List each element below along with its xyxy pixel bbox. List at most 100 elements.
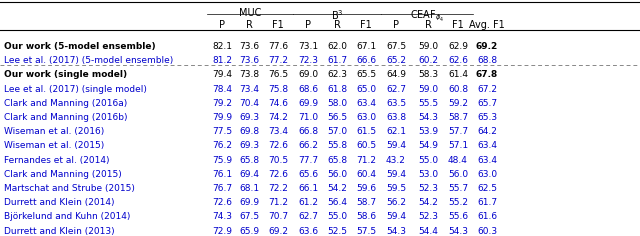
Text: 59.4: 59.4: [386, 141, 406, 150]
Text: 76.7: 76.7: [212, 184, 232, 193]
Text: 61.2: 61.2: [298, 198, 318, 207]
Text: 62.3: 62.3: [327, 70, 347, 79]
Text: Durrett and Klein (2014): Durrett and Klein (2014): [4, 198, 115, 207]
Text: 58.6: 58.6: [356, 212, 376, 221]
Text: 61.8: 61.8: [327, 84, 347, 94]
Text: 63.5: 63.5: [386, 99, 406, 108]
Text: 48.4: 48.4: [448, 156, 468, 164]
Text: 52.5: 52.5: [327, 227, 347, 236]
Text: 74.2: 74.2: [268, 113, 288, 122]
Text: Clark and Manning (2016b): Clark and Manning (2016b): [4, 113, 127, 122]
Text: 60.4: 60.4: [356, 170, 376, 179]
Text: 54.3: 54.3: [448, 227, 468, 236]
Text: 63.4: 63.4: [356, 99, 376, 108]
Text: 67.5: 67.5: [239, 212, 259, 221]
Text: 57.0: 57.0: [327, 127, 347, 136]
Text: 66.8: 66.8: [298, 127, 318, 136]
Text: 73.6: 73.6: [239, 56, 259, 65]
Text: R: R: [424, 20, 431, 30]
Text: 56.5: 56.5: [327, 113, 347, 122]
Text: 69.9: 69.9: [239, 198, 259, 207]
Text: 61.7: 61.7: [327, 56, 347, 65]
Text: 63.8: 63.8: [386, 113, 406, 122]
Text: F1: F1: [360, 20, 372, 30]
Text: 79.9: 79.9: [212, 113, 232, 122]
Text: P: P: [305, 20, 311, 30]
Text: 69.4: 69.4: [239, 170, 259, 179]
Text: 59.6: 59.6: [356, 184, 376, 193]
Text: F1: F1: [452, 20, 464, 30]
Text: 73.4: 73.4: [239, 84, 259, 94]
Text: CEAF$_{\phi_4}$: CEAF$_{\phi_4}$: [410, 8, 444, 23]
Text: 60.8: 60.8: [448, 84, 468, 94]
Text: Wiseman et al. (2016): Wiseman et al. (2016): [4, 127, 104, 136]
Text: 62.6: 62.6: [448, 56, 468, 65]
Text: MUC: MUC: [239, 8, 261, 18]
Text: 70.4: 70.4: [239, 99, 259, 108]
Text: 72.9: 72.9: [212, 227, 232, 236]
Text: 54.3: 54.3: [418, 113, 438, 122]
Text: R: R: [246, 20, 252, 30]
Text: 67.2: 67.2: [477, 84, 497, 94]
Text: 69.3: 69.3: [239, 113, 259, 122]
Text: 76.1: 76.1: [212, 170, 232, 179]
Text: 69.8: 69.8: [239, 127, 259, 136]
Text: 56.0: 56.0: [448, 170, 468, 179]
Text: 65.0: 65.0: [356, 84, 376, 94]
Text: 63.4: 63.4: [477, 156, 497, 164]
Text: 62.5: 62.5: [477, 184, 497, 193]
Text: 58.7: 58.7: [356, 198, 376, 207]
Text: 61.5: 61.5: [356, 127, 376, 136]
Text: 74.3: 74.3: [212, 212, 232, 221]
Text: 69.2: 69.2: [476, 42, 498, 51]
Text: 67.5: 67.5: [386, 42, 406, 51]
Text: Fernandes et al. (2014): Fernandes et al. (2014): [4, 156, 109, 164]
Text: 73.4: 73.4: [268, 127, 288, 136]
Text: 66.2: 66.2: [298, 141, 318, 150]
Text: 73.8: 73.8: [239, 70, 259, 79]
Text: Lee et al. (2017) (5-model ensemble): Lee et al. (2017) (5-model ensemble): [4, 56, 173, 65]
Text: 74.6: 74.6: [268, 99, 288, 108]
Text: 53.0: 53.0: [418, 170, 438, 179]
Text: 72.6: 72.6: [268, 141, 288, 150]
Text: 58.0: 58.0: [327, 99, 347, 108]
Text: 60.5: 60.5: [356, 141, 376, 150]
Text: 64.9: 64.9: [386, 70, 406, 79]
Text: 72.3: 72.3: [298, 56, 318, 65]
Text: 71.0: 71.0: [298, 113, 318, 122]
Text: Lee et al. (2017) (single model): Lee et al. (2017) (single model): [4, 84, 147, 94]
Text: Clark and Manning (2016a): Clark and Manning (2016a): [4, 99, 127, 108]
Text: 72.6: 72.6: [268, 170, 288, 179]
Text: P: P: [219, 20, 225, 30]
Text: Wiseman et al. (2015): Wiseman et al. (2015): [4, 141, 104, 150]
Text: 77.6: 77.6: [268, 42, 288, 51]
Text: 62.0: 62.0: [327, 42, 347, 51]
Text: 67.8: 67.8: [476, 70, 498, 79]
Text: 59.4: 59.4: [386, 170, 406, 179]
Text: 70.5: 70.5: [268, 156, 288, 164]
Text: 76.2: 76.2: [212, 141, 232, 150]
Text: 59.2: 59.2: [448, 99, 468, 108]
Text: 57.5: 57.5: [356, 227, 376, 236]
Text: 69.2: 69.2: [268, 227, 288, 236]
Text: 69.3: 69.3: [239, 141, 259, 150]
Text: 54.9: 54.9: [418, 141, 438, 150]
Text: 55.8: 55.8: [327, 141, 347, 150]
Text: 52.3: 52.3: [418, 184, 438, 193]
Text: 69.0: 69.0: [298, 70, 318, 79]
Text: 76.5: 76.5: [268, 70, 288, 79]
Text: 79.2: 79.2: [212, 99, 232, 108]
Text: 69.9: 69.9: [298, 99, 318, 108]
Text: 67.1: 67.1: [356, 42, 376, 51]
Text: 77.7: 77.7: [298, 156, 318, 164]
Text: Martschat and Strube (2015): Martschat and Strube (2015): [4, 184, 135, 193]
Text: 65.8: 65.8: [327, 156, 347, 164]
Text: 65.6: 65.6: [298, 170, 318, 179]
Text: 55.0: 55.0: [418, 156, 438, 164]
Text: 56.4: 56.4: [327, 198, 347, 207]
Text: P: P: [393, 20, 399, 30]
Text: 65.2: 65.2: [386, 56, 406, 65]
Text: 63.6: 63.6: [298, 227, 318, 236]
Text: 58.7: 58.7: [448, 113, 468, 122]
Text: 66.6: 66.6: [356, 56, 376, 65]
